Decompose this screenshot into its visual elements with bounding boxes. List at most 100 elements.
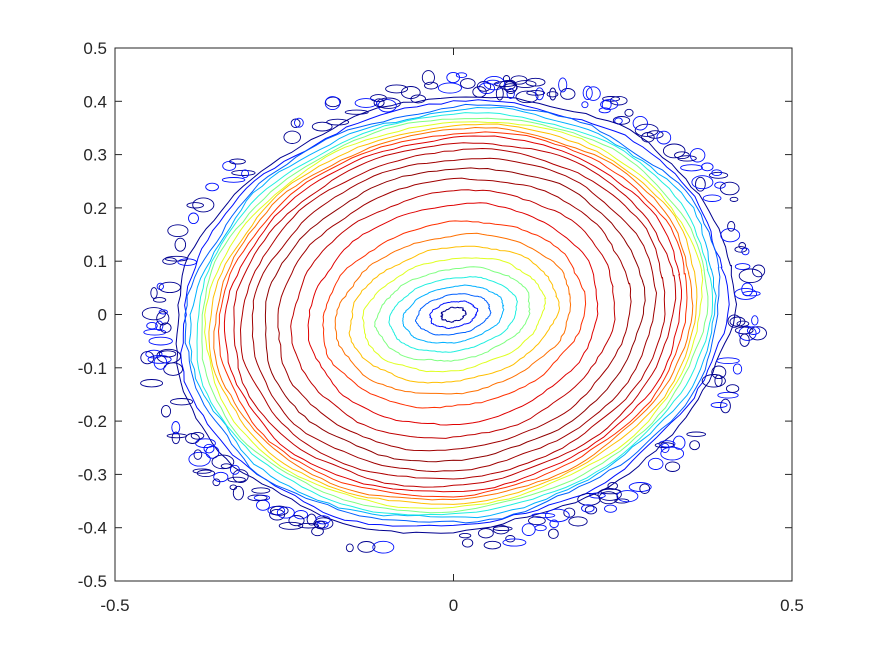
x-tick-label: 0.5 bbox=[780, 596, 804, 615]
contour-lines bbox=[175, 96, 738, 534]
noise-contour bbox=[598, 107, 611, 114]
noise-contour bbox=[612, 116, 631, 125]
x-tick-label: -0.5 bbox=[100, 596, 129, 615]
noise-contour bbox=[720, 228, 741, 243]
contour-level-21 bbox=[361, 257, 547, 373]
noise-contour bbox=[221, 177, 246, 183]
noise-contour bbox=[424, 81, 439, 90]
noise-contour bbox=[193, 449, 203, 460]
noise-contour bbox=[158, 350, 177, 358]
contour-level-25 bbox=[415, 293, 492, 336]
noise-contour bbox=[560, 88, 576, 100]
noise-contour bbox=[746, 326, 761, 335]
y-tick-label: 0.4 bbox=[83, 92, 107, 111]
noise-contour bbox=[437, 82, 462, 94]
noise-contour bbox=[577, 493, 601, 506]
noise-contour bbox=[662, 143, 686, 159]
noise-contour bbox=[421, 70, 435, 85]
noise-contour bbox=[315, 515, 331, 525]
contour-level-7 bbox=[208, 123, 698, 505]
noise-contour bbox=[729, 316, 746, 327]
y-tick-label: -0.5 bbox=[78, 572, 107, 591]
noise-contour bbox=[602, 96, 621, 102]
noise-contour bbox=[205, 182, 219, 192]
noise-contour bbox=[585, 86, 601, 101]
noise-contour bbox=[738, 268, 763, 284]
noise-contour bbox=[146, 321, 158, 330]
noise-contour bbox=[492, 524, 510, 535]
noise-contour bbox=[251, 487, 271, 494]
noise-contour bbox=[597, 487, 622, 501]
noise-contour bbox=[734, 263, 751, 271]
noise-contour bbox=[164, 255, 189, 262]
noise-contour bbox=[229, 464, 240, 475]
y-tick-label: 0.3 bbox=[83, 146, 107, 165]
contour-level-12 bbox=[239, 147, 666, 480]
noise-contour bbox=[720, 398, 731, 414]
noise-contour bbox=[174, 237, 187, 252]
noise-contour bbox=[492, 526, 513, 532]
noise-contour bbox=[752, 264, 766, 278]
noise-contour bbox=[646, 130, 664, 139]
noise-contour bbox=[689, 440, 700, 451]
noise-contour bbox=[647, 457, 664, 470]
noise-contour bbox=[167, 224, 189, 238]
noise-contour bbox=[158, 281, 181, 294]
noise-contour bbox=[156, 311, 170, 326]
noise-contour bbox=[656, 130, 672, 145]
noise-contour bbox=[660, 446, 685, 461]
y-axis: 0.5 0.4 0.3 0.2 0.1 0 -0.1 -0.2 -0.3 -0.4 -0.5 bbox=[78, 39, 792, 591]
noise-contour bbox=[192, 197, 215, 213]
noise-contour bbox=[370, 94, 387, 103]
contour-level-17 bbox=[307, 202, 599, 426]
noise-contour bbox=[716, 357, 740, 365]
noise-contour bbox=[732, 363, 743, 375]
y-tick-label: -0.2 bbox=[78, 412, 107, 431]
noise-contour bbox=[624, 108, 634, 117]
noise-contour bbox=[568, 516, 588, 527]
noise-contour bbox=[581, 101, 589, 109]
noise-contour bbox=[455, 72, 468, 79]
noise-contour bbox=[211, 454, 235, 470]
noise-contour bbox=[159, 322, 172, 334]
y-tick-label: -0.4 bbox=[78, 519, 107, 538]
noise-contour bbox=[140, 379, 164, 388]
noise-contour bbox=[558, 77, 568, 93]
noise-contour bbox=[711, 365, 727, 380]
noise-contour bbox=[582, 85, 593, 101]
noise-contour bbox=[213, 471, 229, 483]
noise-contour bbox=[326, 118, 350, 126]
contour-level-0 bbox=[175, 96, 738, 534]
noise-contour bbox=[188, 451, 211, 467]
noise-contour bbox=[729, 196, 739, 202]
noise-contour bbox=[549, 87, 557, 101]
noise-contour bbox=[717, 391, 739, 399]
noise-contour bbox=[719, 181, 740, 196]
noise-contour bbox=[446, 71, 461, 84]
noise-contour bbox=[458, 532, 472, 539]
noise-contour bbox=[549, 519, 559, 529]
noise-contour bbox=[515, 90, 539, 104]
noise-contour bbox=[727, 314, 742, 328]
noise-contour bbox=[156, 348, 182, 364]
noise-contour bbox=[171, 431, 181, 445]
noise-contour bbox=[639, 483, 651, 494]
contour-level-13 bbox=[251, 157, 658, 473]
noise-contour bbox=[584, 505, 598, 515]
noise-contour bbox=[727, 220, 736, 232]
noise-contour bbox=[734, 246, 747, 253]
noise-contour bbox=[658, 440, 676, 448]
noise-contour bbox=[686, 431, 707, 437]
noise-contour bbox=[710, 402, 728, 408]
noise-contour bbox=[171, 421, 181, 434]
contour-level-9 bbox=[217, 131, 688, 498]
noise-contour bbox=[247, 494, 268, 502]
contour-level-4 bbox=[196, 112, 713, 516]
y-tick-label: 0.2 bbox=[83, 199, 107, 218]
noise-contour bbox=[503, 83, 518, 92]
noise-contour bbox=[461, 538, 474, 548]
noise-contour bbox=[354, 98, 378, 108]
y-tick-label: -0.1 bbox=[78, 359, 107, 378]
contour-level-3 bbox=[188, 106, 717, 519]
